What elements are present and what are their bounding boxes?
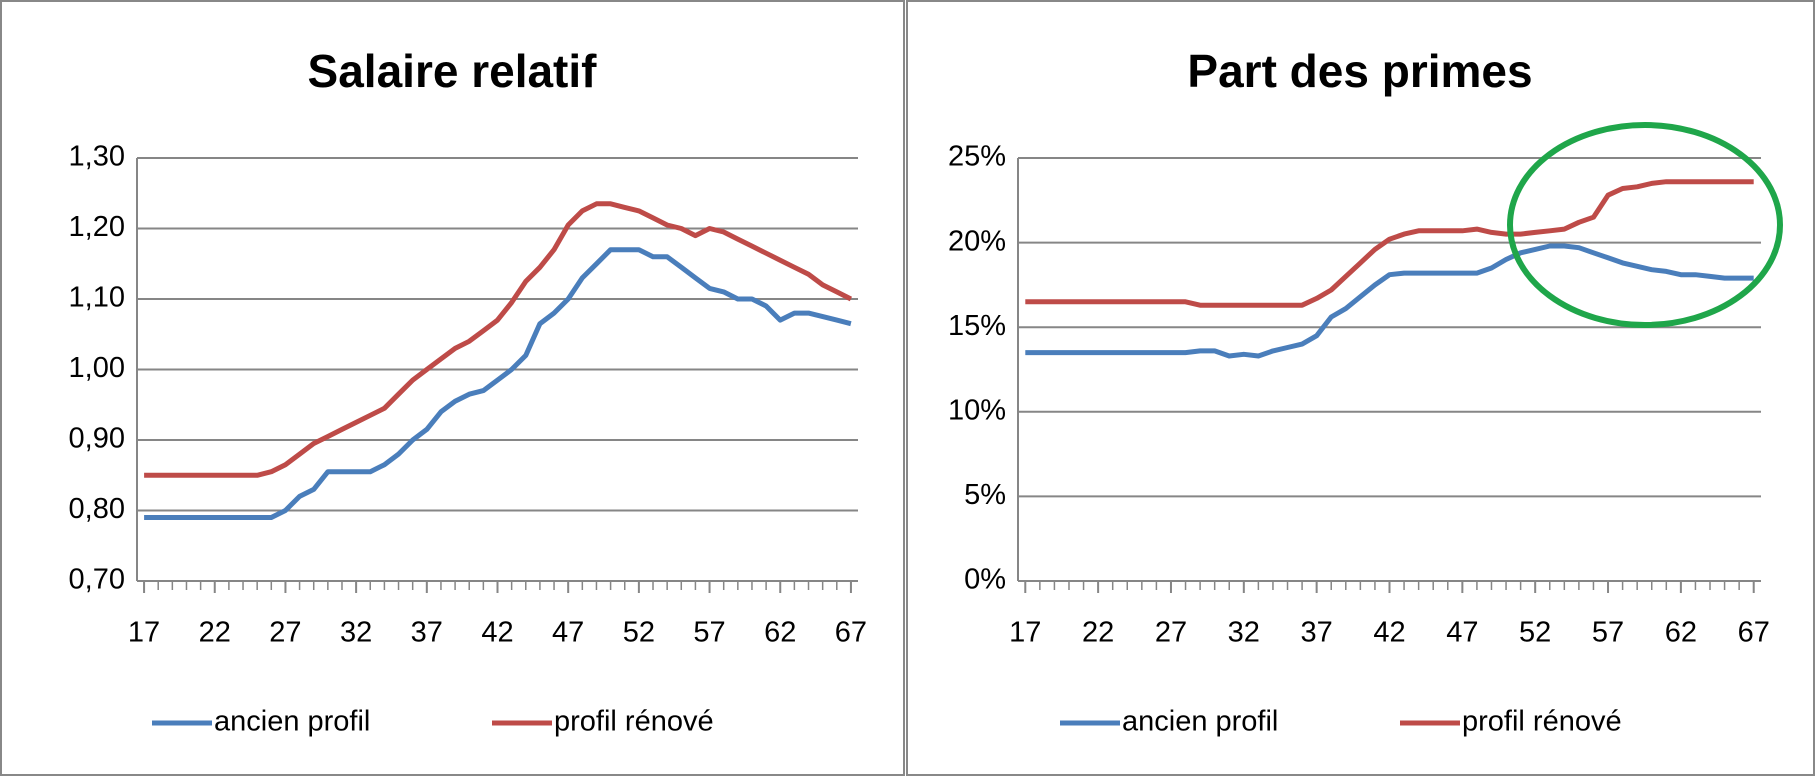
chart-title: Salaire relatif [308, 45, 598, 97]
series-line [1025, 179, 1754, 308]
x-tick-label: 27 [269, 617, 301, 649]
legend-label: profil rénové [554, 706, 714, 738]
highlight-ellipse [1507, 122, 1783, 328]
x-tick-label: 62 [764, 617, 796, 649]
y-tick-label: 15% [948, 310, 1006, 342]
x-tick-label: 32 [340, 617, 372, 649]
y-tick-label: 0,90 [69, 423, 125, 455]
legend-label: ancien profil [214, 706, 370, 738]
y-tick-label: 20% [948, 225, 1006, 257]
y-tick-label: 1,00 [69, 352, 125, 384]
x-tick-label: 47 [552, 617, 584, 649]
y-tick-label: 0,80 [69, 493, 125, 525]
x-tick-label: 37 [411, 617, 443, 649]
series-line [1025, 243, 1754, 359]
x-tick-label: 17 [1009, 617, 1041, 649]
legend-label: ancien profil [1122, 706, 1278, 738]
series-line [144, 201, 853, 478]
x-tick-label: 47 [1446, 617, 1478, 649]
y-tick-label: 5% [964, 479, 1006, 511]
y-tick-label: 1,30 [69, 141, 125, 173]
y-tick-label: 0% [964, 564, 1006, 596]
legend-label: profil rénové [1462, 706, 1622, 738]
series-line [144, 247, 852, 520]
x-tick-label: 62 [1665, 617, 1697, 649]
y-tick-label: 1,20 [69, 211, 125, 243]
x-tick-label: 67 [1738, 617, 1770, 649]
x-tick-label: 52 [623, 617, 655, 649]
x-tick-label: 57 [693, 617, 725, 649]
x-tick-label: 42 [481, 617, 513, 649]
x-tick-label: 22 [1082, 617, 1114, 649]
x-tick-label: 37 [1301, 617, 1333, 649]
x-tick-label: 52 [1519, 617, 1551, 649]
y-tick-label: 0,70 [69, 564, 125, 596]
x-tick-label: 17 [128, 617, 160, 649]
y-tick-label: 1,10 [69, 282, 125, 314]
x-tick-label: 67 [835, 617, 867, 649]
x-tick-label: 22 [199, 617, 231, 649]
x-tick-label: 27 [1155, 617, 1187, 649]
x-tick-label: 32 [1228, 617, 1260, 649]
x-tick-label: 57 [1592, 617, 1624, 649]
chart-title: Part des primes [1187, 45, 1532, 97]
panel-border [906, 0, 1815, 776]
y-tick-label: 25% [948, 141, 1006, 173]
panel-border [0, 0, 905, 776]
x-tick-label: 42 [1373, 617, 1405, 649]
y-tick-label: 10% [948, 394, 1006, 426]
